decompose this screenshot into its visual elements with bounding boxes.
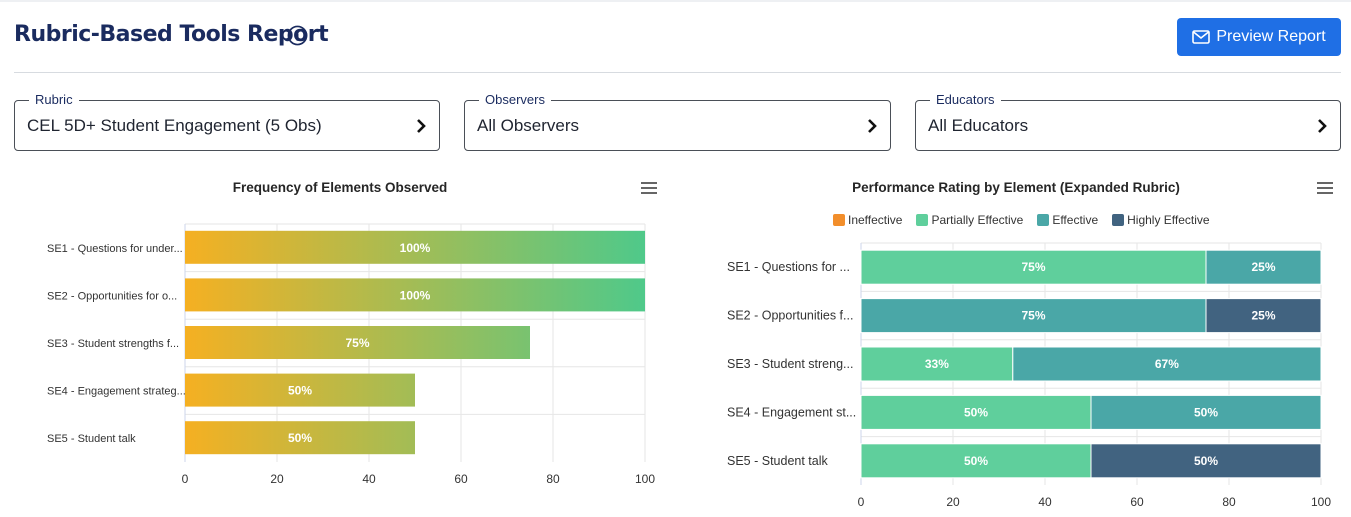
y-tick-label: SE5 - Student talk: [727, 454, 829, 468]
y-tick-label: SE2 - Opportunities for o...: [47, 290, 177, 302]
legend-label: Ineffective: [848, 213, 903, 227]
x-tick-label: 20: [946, 495, 960, 509]
x-tick-label: 0: [858, 495, 865, 509]
educators-selector[interactable]: Educators All Educators: [915, 93, 1341, 151]
stacked-bar-segment: [1090, 443, 1322, 479]
top-border: [0, 0, 1351, 2]
chevron-right-icon: [1318, 119, 1327, 133]
legend-item-effective[interactable]: Effective: [1037, 213, 1098, 227]
stacked-bar-segment: [860, 249, 1207, 285]
bar-data-label: 33%: [925, 357, 949, 371]
x-tick-label: 0: [182, 472, 189, 486]
observers-label: Observers: [479, 93, 551, 107]
page-header: Rubric-Based Tools Report Preview Report: [0, 0, 1351, 73]
observers-value: All Observers: [477, 116, 580, 135]
y-tick-label: SE4 - Engagement strateg...: [47, 386, 186, 398]
bar-data-label: 50%: [1194, 405, 1218, 419]
x-tick-label: 100: [1311, 495, 1331, 509]
page-title: Rubric-Based Tools Report: [14, 22, 329, 47]
envelope-icon: [1192, 30, 1211, 44]
stacked-bar-segment: [1205, 249, 1322, 285]
bar: [185, 278, 645, 312]
frequency-chart-title: Frequency of Elements Observed: [232, 180, 448, 195]
preview-report-button[interactable]: Preview Report: [1177, 18, 1341, 56]
bar-data-label: 25%: [1251, 309, 1275, 323]
legend-item-ineffective[interactable]: Ineffective: [833, 213, 902, 227]
x-tick-label: 20: [270, 472, 284, 486]
bar-data-label: 100%: [400, 288, 431, 302]
stacked-bar-segment: [1205, 298, 1322, 334]
stacked-bar-segment: [860, 298, 1207, 334]
legend-item-highly-effective[interactable]: Highly Effective: [1112, 213, 1210, 227]
x-tick-label: 40: [1038, 495, 1052, 509]
bar: [185, 421, 415, 455]
bar-data-label: 100%: [400, 241, 431, 255]
bar-data-label: 50%: [1194, 454, 1218, 468]
chevron-right-icon: [417, 119, 426, 133]
rubric-value: CEL 5D+ Student Engagement (5 Obs): [27, 116, 322, 135]
y-tick-label: SE4 - Engagement st...: [727, 405, 856, 419]
educators-label: Educators: [930, 93, 1001, 107]
stacked-bar-segment: [860, 394, 1092, 430]
bar: [185, 373, 415, 407]
preview-report-label: Preview Report: [1216, 28, 1326, 45]
x-tick-label: 80: [546, 472, 560, 486]
x-tick-label: 60: [1130, 495, 1144, 509]
y-tick-label: SE2 - Opportunities f...: [727, 309, 853, 323]
bar: [185, 326, 530, 359]
stacked-bar-segment: [1012, 346, 1322, 382]
bar-data-label: 25%: [1251, 260, 1275, 274]
observers-selector[interactable]: Observers All Observers: [464, 93, 891, 151]
performance-chart: 0 20 40 60 80 100 SE1 - Questions for ... 75% 25…: [727, 242, 1331, 509]
frequency-chart-menu-icon[interactable]: [641, 182, 657, 194]
x-tick-label: 80: [1222, 495, 1236, 509]
rubric-label: Rubric: [29, 93, 79, 107]
y-tick-label: SE1 - Questions for under...: [47, 243, 183, 255]
legend-label: Highly Effective: [1127, 213, 1210, 227]
x-tick-label: 60: [454, 472, 468, 486]
performance-chart-legend: Ineffective Partially Effective Effectiv…: [833, 213, 1210, 227]
x-tick-label: 100: [635, 472, 655, 486]
bar-data-label: 50%: [288, 384, 312, 398]
stacked-bar-segment: [860, 443, 1092, 479]
bar: [185, 230, 645, 264]
bar-data-label: 50%: [288, 431, 312, 445]
y-tick-label: SE1 - Questions for ...: [727, 260, 850, 274]
bar-data-label: 75%: [1021, 260, 1045, 274]
legend-item-partially-effective[interactable]: Partially Effective: [916, 213, 1023, 227]
stacked-bar-segment: [860, 346, 1014, 382]
legend-label: Partially Effective: [931, 213, 1024, 227]
stacked-bar-segment: [1090, 394, 1322, 430]
bar-data-label: 75%: [345, 336, 369, 350]
legend-label: Effective: [1052, 213, 1099, 227]
info-icon[interactable]: [287, 25, 308, 46]
bar-data-label: 50%: [964, 454, 988, 468]
performance-chart-title: Performance Rating by Element (Expanded …: [852, 180, 1180, 195]
y-tick-label: SE5 - Student talk: [47, 433, 136, 445]
y-tick-label: SE3 - Student strengths f...: [47, 338, 179, 350]
bar-data-label: 50%: [964, 405, 988, 419]
chevron-right-icon: [868, 119, 877, 133]
y-tick-label: SE3 - Student streng...: [727, 357, 853, 371]
bar-data-label: 75%: [1021, 309, 1045, 323]
bar-data-label: 67%: [1155, 357, 1179, 371]
header-divider: [14, 72, 1341, 73]
x-tick-label: 40: [362, 472, 376, 486]
educators-value: All Educators: [928, 116, 1029, 135]
rubric-selector[interactable]: Rubric CEL 5D+ Student Engagement (5 Obs…: [14, 93, 440, 151]
frequency-chart: 0 20 40 60 80 100 SE1 - Questions for under...…: [47, 223, 655, 486]
performance-chart-menu-icon[interactable]: [1317, 182, 1333, 194]
